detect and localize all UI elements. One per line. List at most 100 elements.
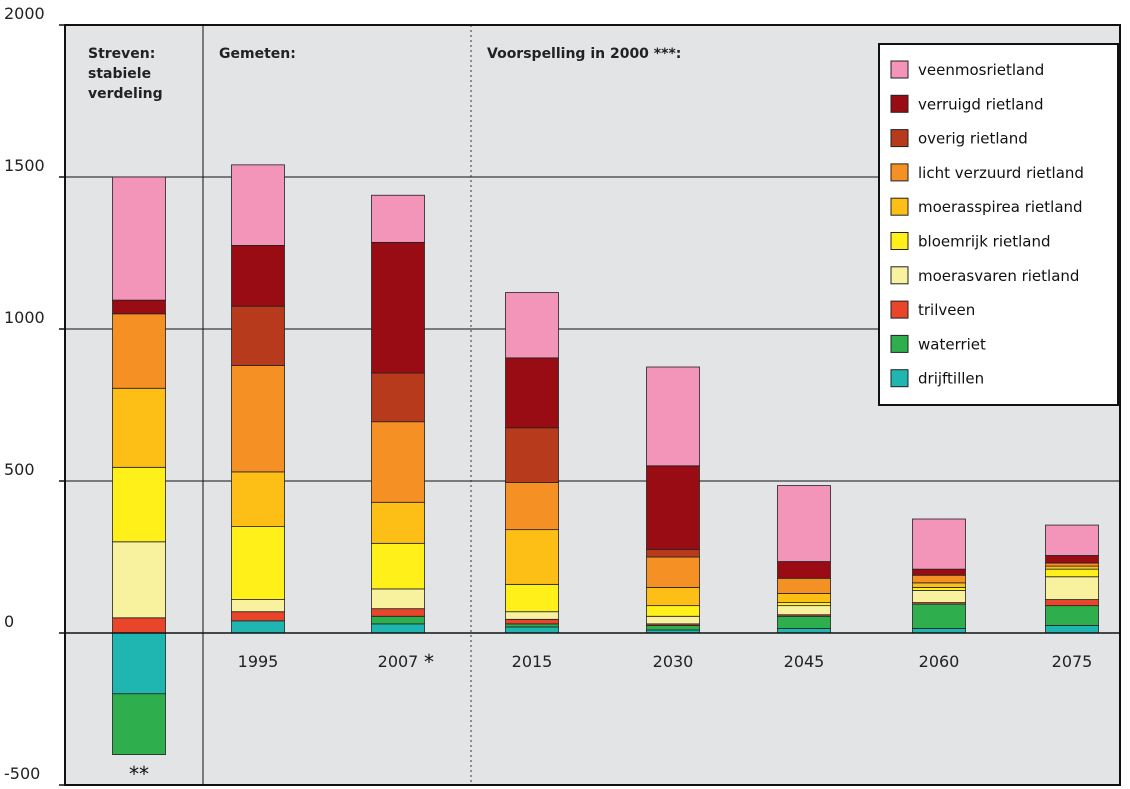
y-tick-label: 2000 xyxy=(4,4,45,23)
x-tick-label: 2030 xyxy=(653,652,694,671)
legend-label: verruigd rietland xyxy=(918,95,1044,113)
legend-label: bloemrijk rietland xyxy=(918,233,1051,251)
bar-segment xyxy=(646,605,700,617)
legend-label: licht verzuurd rietland xyxy=(918,164,1084,182)
x-tick-label: 1995 xyxy=(238,652,279,671)
bar-segment xyxy=(505,618,559,625)
bar-segment xyxy=(1045,599,1099,607)
legend-swatch xyxy=(890,266,909,285)
x-tick-label: 2045 xyxy=(784,652,825,671)
legend-swatch xyxy=(890,369,909,388)
y-tick-label: 500 xyxy=(4,460,35,479)
bar-segment xyxy=(371,542,425,590)
axis-ticks: 2000 1500 1000 500 0 -500 xyxy=(4,4,65,786)
bar-segment xyxy=(912,590,966,604)
legend-label: moerasvaren rietland xyxy=(918,267,1079,285)
y-tick-label: 0 xyxy=(4,612,14,631)
bar-segment xyxy=(505,529,559,585)
x-tick-label: 2007 xyxy=(378,652,419,671)
legend-swatch xyxy=(890,232,909,250)
category-annotation: ** xyxy=(129,762,149,786)
bar-segment xyxy=(231,620,285,634)
bar-segment xyxy=(371,615,425,625)
legend-label: drijftillen xyxy=(918,370,984,388)
bar-segment xyxy=(1045,625,1099,634)
bar-segment xyxy=(1045,605,1099,626)
legend-label: overig rietland xyxy=(918,130,1028,148)
legend-swatch xyxy=(890,94,909,113)
streven-label-line-2: stabiele xyxy=(88,66,151,82)
bar-segment xyxy=(112,313,166,389)
bar-segment xyxy=(231,305,285,366)
x-tick-label: 2075 xyxy=(1052,652,1093,671)
bar-segment xyxy=(505,623,559,628)
y-tick-label: -500 xyxy=(4,764,40,783)
y-tick-label: 1500 xyxy=(4,156,45,175)
bar-segment xyxy=(777,593,831,603)
bar-segment xyxy=(505,292,559,359)
bar-segment xyxy=(646,366,700,467)
bar-segment xyxy=(112,617,166,634)
legend-swatch xyxy=(890,197,909,216)
bar-segment xyxy=(1045,524,1099,556)
legend-swatch xyxy=(890,300,909,319)
x-tick-label: 2060 xyxy=(919,652,960,671)
bars xyxy=(112,164,1099,755)
legend-label: moerasspirea rietland xyxy=(918,198,1083,216)
bar-segment xyxy=(231,599,285,613)
bar-segment xyxy=(646,615,700,625)
legend-swatch xyxy=(890,163,909,182)
bar-segment xyxy=(112,693,166,755)
bar-segment xyxy=(371,372,425,423)
bar-segment xyxy=(912,603,966,629)
plot-frame xyxy=(64,24,1121,786)
legend: veenmosrietland verruigd rietland overig r… xyxy=(878,43,1119,406)
bar-segment xyxy=(777,577,831,594)
bar-segment xyxy=(505,583,559,613)
bar-segment xyxy=(777,605,831,616)
bar-segment xyxy=(1045,565,1099,570)
bar-segment xyxy=(1045,568,1099,578)
bar-segment xyxy=(112,466,166,543)
bar-segment xyxy=(505,357,559,429)
legend-label: veenmosrietland xyxy=(918,61,1044,79)
legend-swatch xyxy=(890,60,909,79)
bar-segment xyxy=(912,518,966,570)
panel-label-voorspelling: Voorspelling in 2000 ***: xyxy=(487,46,681,62)
bar-segment xyxy=(371,588,425,610)
bar-segment xyxy=(777,602,831,607)
bar-segment xyxy=(777,561,831,579)
x-tick-label: 2015 xyxy=(512,652,553,671)
bar-segment xyxy=(646,625,700,631)
bar-segment xyxy=(112,299,166,315)
bar-segment xyxy=(1045,555,1099,564)
bar-segment xyxy=(505,611,559,620)
bar-segment xyxy=(371,241,425,374)
bar-segment xyxy=(646,556,700,588)
bar-segment xyxy=(231,164,285,246)
bar-segment xyxy=(505,482,559,531)
bar-segment xyxy=(371,501,425,544)
streven-label-line-3: verdeling xyxy=(88,86,163,102)
bar-segment xyxy=(505,626,559,634)
panel-label-streven: Streven: stabiele verdeling xyxy=(88,46,163,102)
bar-segment xyxy=(371,608,425,617)
bar-segment xyxy=(371,623,425,634)
y-tick-label: 1000 xyxy=(4,308,45,327)
category-annotation: * xyxy=(424,650,434,674)
bar-segment xyxy=(912,582,966,588)
legend-label: waterriet xyxy=(918,335,986,353)
bar-segment xyxy=(371,421,425,503)
bar-segment xyxy=(231,526,285,600)
streven-label-line-1: Streven: xyxy=(88,46,155,62)
bar-segment xyxy=(912,587,966,591)
bar-segment xyxy=(231,611,285,622)
bar-segment xyxy=(1045,562,1099,567)
legend-box xyxy=(878,43,1119,406)
legend-swatch xyxy=(890,334,909,353)
bar-segment xyxy=(646,465,700,550)
bar-segment xyxy=(1045,576,1099,600)
bar-segment xyxy=(112,541,166,619)
bar-segment xyxy=(112,387,166,468)
